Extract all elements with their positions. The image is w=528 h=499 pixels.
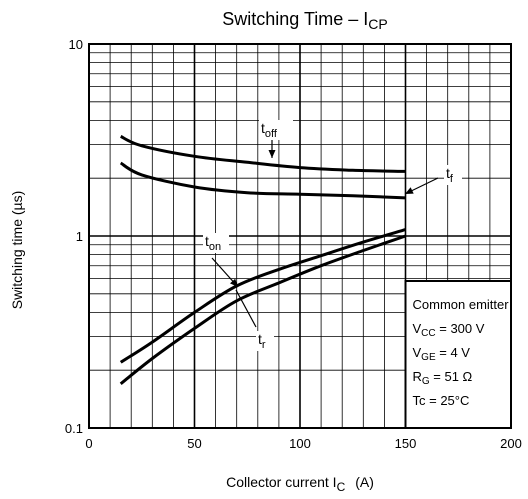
series-label-sub: f: [450, 173, 454, 185]
series-line-toff: [120, 135, 406, 173]
condition-line-subscript: G: [422, 376, 430, 387]
chart-title-sub: CP: [368, 16, 387, 32]
condition-line-symbol: R: [413, 369, 422, 384]
condition-line-symbol: V: [413, 345, 422, 360]
y-tick-label: 10: [69, 37, 83, 52]
x-tick-label: 150: [395, 436, 417, 451]
series-curves: [119, 135, 406, 385]
label-leader-line: [235, 289, 257, 328]
series-label-main: t: [205, 233, 209, 249]
series-label-sub: on: [209, 241, 221, 253]
chart-title-main: Switching Time – I: [222, 9, 368, 29]
y-tick-label: 0.1: [65, 421, 83, 436]
x-axis-label-main: Collector current I: [226, 474, 336, 490]
condition-line-value: = 51 Ω: [430, 369, 473, 384]
condition-line-value: = 300 V: [436, 321, 485, 336]
series-label-sub: off: [265, 128, 278, 140]
series-label-main: t: [446, 165, 450, 181]
plot-border: [88, 43, 512, 429]
series-label-sub: r: [262, 339, 266, 351]
series-label-bg: [444, 165, 462, 185]
condition-line-subscript: GE: [421, 352, 436, 363]
condition-line: Common emitter: [413, 297, 510, 312]
label-arrowhead: [230, 278, 238, 287]
x-tick-label: 50: [187, 436, 201, 451]
series-label-bg: [256, 331, 274, 351]
y-axis-label: Switching time (µs): [9, 191, 25, 310]
series-line-ton: [119, 228, 406, 364]
condition-line: VCC = 300 V: [413, 321, 485, 339]
series-label-main: t: [258, 331, 262, 347]
series-label-bg: [259, 120, 293, 140]
condition-line-value: = 4 V: [436, 345, 471, 360]
series-label: ton: [205, 233, 221, 253]
series-line-tr: [119, 234, 406, 385]
condition-line: VGE = 4 V: [413, 345, 471, 363]
label-arrowhead: [405, 187, 414, 194]
series-label: tf: [446, 165, 454, 185]
series-label: toff: [261, 120, 278, 140]
condition-line: Tc = 25°C: [413, 393, 470, 408]
series-line-tf: [119, 161, 406, 200]
chart-title: Switching Time – ICP: [222, 9, 388, 32]
series-label-bg: [203, 233, 229, 253]
x-tick-label: 0: [85, 436, 92, 451]
series-label: tr: [258, 331, 266, 351]
series-label-main: t: [261, 120, 265, 136]
conditions-box-frame: [404, 280, 512, 429]
x-tick-label: 100: [289, 436, 311, 451]
x-tick-label: 200: [500, 436, 522, 451]
label-arrowhead: [268, 150, 276, 158]
condition-line: RG = 51 Ω: [413, 369, 473, 387]
x-axis-label-unit: (A): [355, 474, 374, 490]
condition-line-symbol: V: [413, 321, 422, 336]
x-axis-label-sub: C: [337, 480, 346, 494]
x-axis-label: Collector current IC (A): [226, 474, 374, 494]
y-tick-label: 1: [76, 229, 83, 244]
condition-line-subscript: CC: [421, 328, 435, 339]
